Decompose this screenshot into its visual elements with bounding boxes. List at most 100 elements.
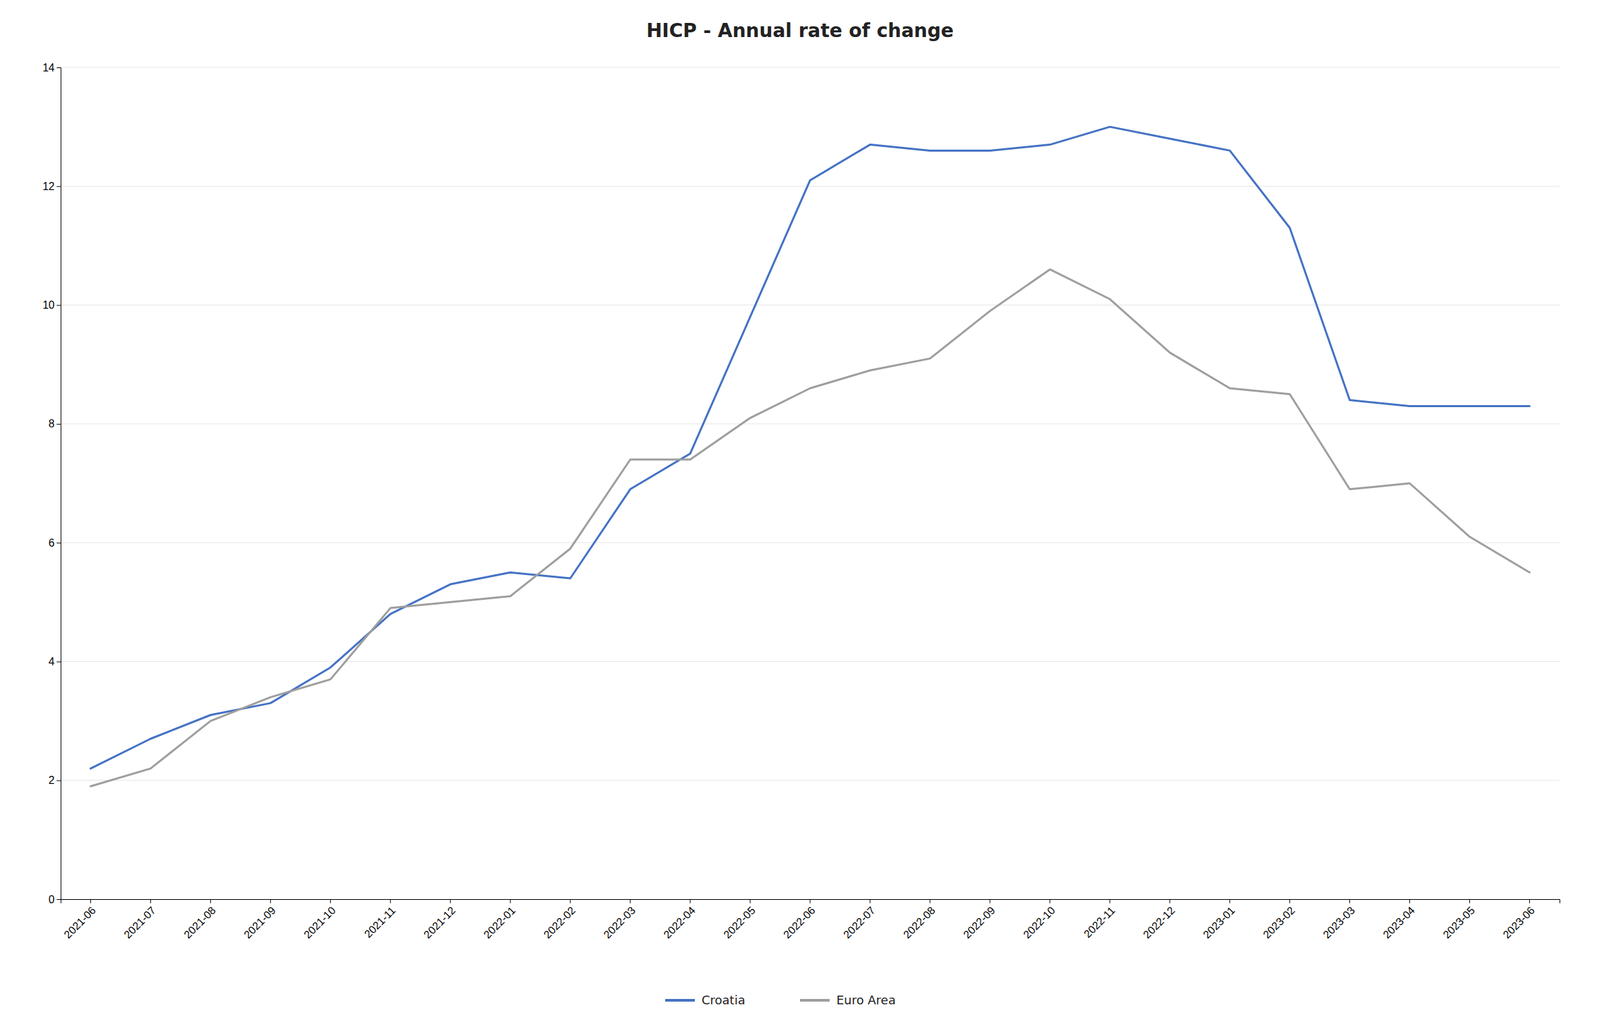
plot: 024681012142021-062021-072021-082021-092… xyxy=(42,62,1560,941)
x-tick: 2022-07 xyxy=(841,899,878,941)
title: HICP - Annual rate of change xyxy=(646,19,954,42)
y-tick: 0 xyxy=(48,893,61,906)
x-tick-label: 2023-01 xyxy=(1201,904,1238,941)
grid-line xyxy=(60,542,1560,544)
x-tick: 2022-12 xyxy=(1141,899,1178,941)
x-tick: 2021-10 xyxy=(301,899,339,941)
y-tick-mark xyxy=(56,305,61,306)
x-tick: 2023-06 xyxy=(1500,899,1538,941)
x-tick-mark xyxy=(1409,899,1410,904)
x-tick-label: 2021-07 xyxy=(121,904,159,941)
legend-item: Euro Area xyxy=(800,992,896,1007)
x-tick: 2023-01 xyxy=(1201,899,1238,941)
y-tick-label: 12 xyxy=(42,180,55,193)
x-tick-label: 2023-05 xyxy=(1440,904,1478,941)
x-tick: 2022-05 xyxy=(721,899,758,941)
x-tick: 2021-07 xyxy=(121,899,159,941)
y-tick-label: 8 xyxy=(48,417,55,430)
x-tick-mark xyxy=(810,899,811,904)
x-tick: 2022-01 xyxy=(481,899,518,941)
x-tick: 2022-10 xyxy=(1021,899,1058,941)
x-tick-mark xyxy=(1169,899,1171,904)
x-tick-mark xyxy=(510,899,511,904)
legend-label: Croatia xyxy=(701,992,746,1007)
y-tick: 4 xyxy=(48,655,61,668)
legend-label: Euro Area xyxy=(836,992,896,1007)
x-tick-mark xyxy=(150,899,151,904)
x-tick: 2021-11 xyxy=(361,899,398,940)
grid-line xyxy=(60,661,1560,662)
legend-item: Croatia xyxy=(665,992,746,1007)
grid xyxy=(60,67,1560,900)
x-tick: 2021-09 xyxy=(241,899,279,941)
x-tick: 2022-08 xyxy=(901,899,938,941)
legend-swatch xyxy=(800,998,830,1002)
x-tick-label: 2023-04 xyxy=(1380,904,1418,941)
x-tick: 2022-03 xyxy=(601,899,638,941)
x-tick-mark xyxy=(90,899,91,904)
lines xyxy=(90,126,1530,786)
x-tick-label: 2023-06 xyxy=(1500,904,1538,941)
x-tick-label: 2023-03 xyxy=(1320,904,1358,941)
x-tick-mark xyxy=(210,899,211,904)
x-tick-label: 2022-07 xyxy=(841,904,878,941)
x-tick-mark xyxy=(390,899,391,904)
x-tick-label: 2021-12 xyxy=(421,904,458,941)
x-tick-label: 2022-06 xyxy=(781,904,818,941)
x-axis-line xyxy=(61,899,1561,904)
x-tick-mark xyxy=(330,899,331,904)
x-tick-label: 2022-08 xyxy=(901,904,938,941)
x-tick: 2021-06 xyxy=(62,899,99,941)
x-tick-mark xyxy=(929,899,931,904)
x-tick: 2022-04 xyxy=(661,899,698,941)
x-tick-label: 2022-11 xyxy=(1081,904,1118,941)
y-tick-mark xyxy=(56,186,61,187)
x-tick-label: 2023-02 xyxy=(1260,904,1298,941)
y-tick-mark xyxy=(56,661,61,662)
x-tick-label: 2021-09 xyxy=(241,904,279,941)
y-tick-label: 0 xyxy=(48,893,55,906)
grid-line xyxy=(60,779,1560,781)
y-tick: 12 xyxy=(42,180,61,193)
x-tick: 2022-02 xyxy=(541,899,578,941)
x-tick-mark xyxy=(1049,899,1051,904)
grid-line xyxy=(60,67,1560,69)
x-tick-label: 2022-03 xyxy=(601,904,638,941)
x-tick: 2021-12 xyxy=(421,899,458,941)
x-tick-mark xyxy=(1469,899,1470,904)
x-tick: 2023-02 xyxy=(1260,899,1298,941)
x-tick-label: 2022-12 xyxy=(1141,904,1178,941)
y-tick-label: 6 xyxy=(48,537,55,549)
y-tick-mark xyxy=(56,423,61,425)
chart: HICP - Annual rate of change 0 2 4 6 8 10 12 14 2… xyxy=(0,0,1600,1034)
legend: Croatia Euro Area xyxy=(665,992,896,1007)
series-line xyxy=(90,269,1530,787)
series-line xyxy=(90,126,1530,769)
x-tick-mark xyxy=(989,899,991,904)
x-axis: 2021-06 2021-07 2021-08 2021-09 2021-10 2021-… xyxy=(61,899,1561,941)
x-tick-label: 2022-10 xyxy=(1021,904,1058,941)
x-tick: 2023-04 xyxy=(1380,899,1418,941)
x-tick-mark xyxy=(750,899,751,904)
x-tick-mark xyxy=(869,899,871,904)
y-tick: 14 xyxy=(42,62,61,74)
x-tick-label: 2021-08 xyxy=(181,904,219,941)
y-tick: 10 xyxy=(42,299,61,311)
y-tick: 6 xyxy=(48,537,61,549)
grid-line xyxy=(60,304,1560,306)
y-tick-mark xyxy=(56,780,61,782)
x-tick-label: 2021-11 xyxy=(361,904,398,941)
grid-line xyxy=(60,186,1560,187)
x-tick-mark xyxy=(570,899,571,904)
x-tick-mark xyxy=(1349,899,1350,904)
y-tick-label: 2 xyxy=(48,774,55,786)
y-tick-label: 14 xyxy=(42,62,55,74)
x-tick-label: 2021-10 xyxy=(301,904,339,941)
x-tick-mark xyxy=(450,899,451,904)
x-tick: 2022-09 xyxy=(961,899,998,941)
y-tick-mark xyxy=(56,899,61,900)
x-tick-mark xyxy=(1529,899,1530,904)
x-tick-label: 2022-02 xyxy=(541,904,578,941)
y-tick-mark xyxy=(56,67,61,69)
x-tick-mark xyxy=(1109,899,1111,904)
